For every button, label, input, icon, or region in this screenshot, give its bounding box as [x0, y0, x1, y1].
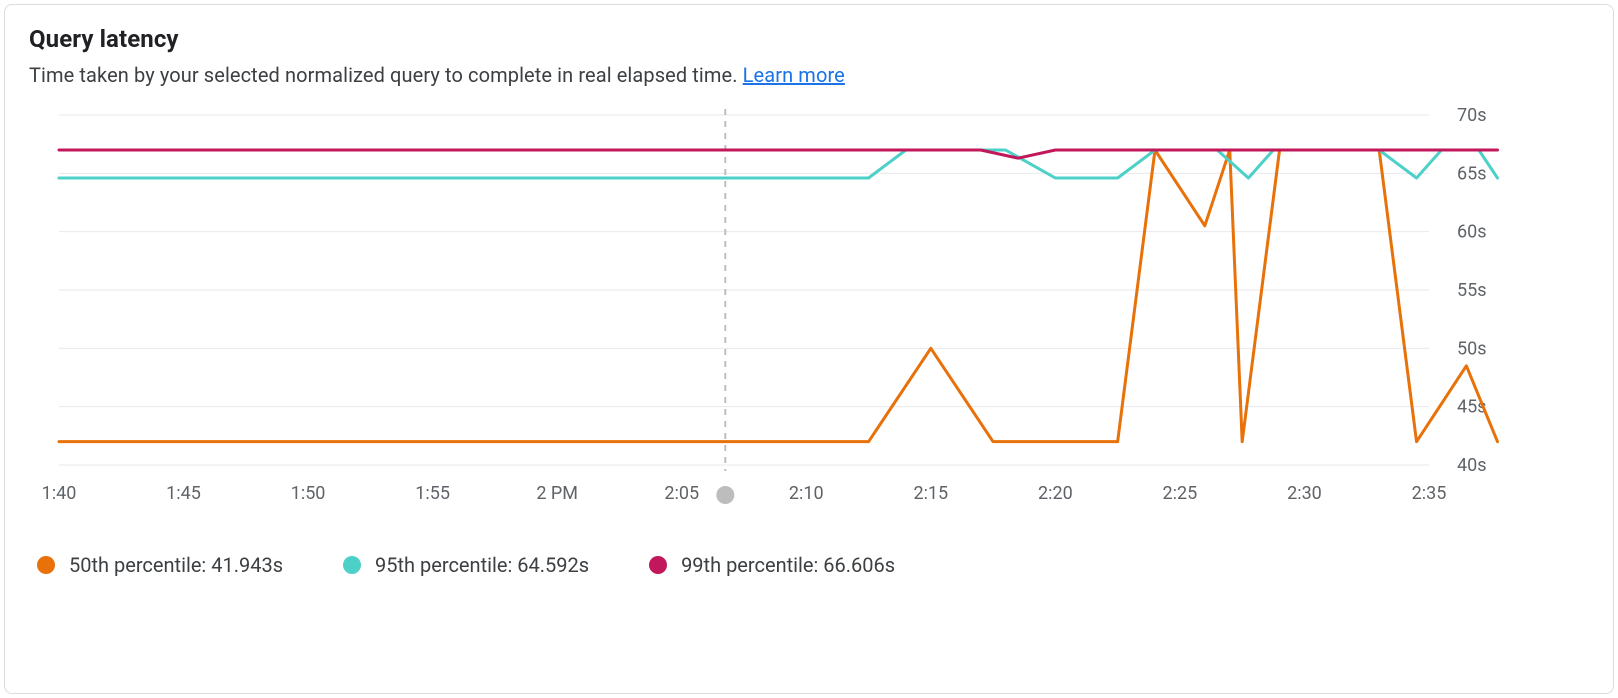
svg-text:2:25: 2:25 — [1163, 483, 1198, 504]
svg-text:50s: 50s — [1457, 338, 1487, 359]
svg-text:2 PM: 2 PM — [536, 483, 578, 504]
legend-item[interactable]: 50th percentile: 41.943s — [37, 553, 283, 577]
svg-text:1:50: 1:50 — [291, 483, 326, 504]
svg-text:2:20: 2:20 — [1038, 483, 1073, 504]
svg-text:55s: 55s — [1457, 280, 1487, 301]
panel-subtitle: Time taken by your selected normalized q… — [29, 63, 1589, 87]
svg-text:1:40: 1:40 — [42, 483, 77, 504]
legend-label: 50th percentile: 41.943s — [69, 553, 283, 577]
svg-text:2:10: 2:10 — [789, 483, 824, 504]
svg-text:2:15: 2:15 — [913, 483, 948, 504]
chart-svg: 40s45s50s55s60s65s70s1:401:451:501:552 P… — [29, 105, 1589, 525]
latency-chart[interactable]: 40s45s50s55s60s65s70s1:401:451:501:552 P… — [29, 105, 1589, 525]
legend-item[interactable]: 95th percentile: 64.592s — [343, 553, 589, 577]
svg-text:65s: 65s — [1457, 163, 1487, 184]
svg-text:1:45: 1:45 — [166, 483, 201, 504]
legend-item[interactable]: 99th percentile: 66.606s — [649, 553, 895, 577]
svg-text:70s: 70s — [1457, 105, 1487, 126]
learn-more-link[interactable]: Learn more — [743, 63, 845, 87]
legend-swatch — [649, 556, 667, 574]
svg-text:60s: 60s — [1457, 222, 1487, 243]
chart-legend: 50th percentile: 41.943s 95th percentile:… — [29, 553, 1589, 577]
subtitle-text: Time taken by your selected normalized q… — [29, 63, 743, 87]
panel-title: Query latency — [29, 25, 1589, 53]
query-latency-card: Query latency Time taken by your selecte… — [4, 4, 1614, 694]
svg-text:2:35: 2:35 — [1412, 483, 1447, 504]
legend-label: 99th percentile: 66.606s — [681, 553, 895, 577]
legend-swatch — [343, 556, 361, 574]
svg-text:2:05: 2:05 — [664, 483, 699, 504]
legend-swatch — [37, 556, 55, 574]
svg-text:1:55: 1:55 — [415, 483, 450, 504]
svg-text:40s: 40s — [1457, 455, 1487, 476]
svg-text:2:30: 2:30 — [1287, 483, 1322, 504]
legend-label: 95th percentile: 64.592s — [375, 553, 589, 577]
